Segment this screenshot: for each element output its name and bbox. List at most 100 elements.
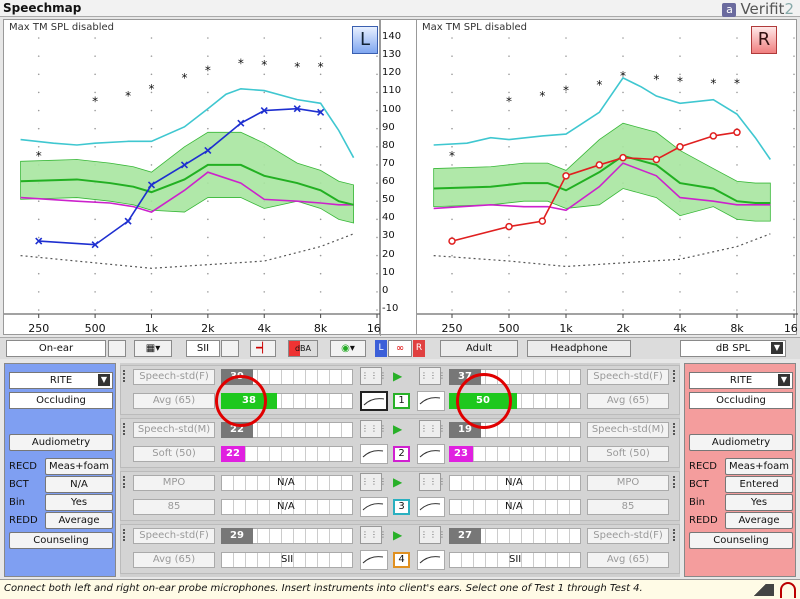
graph-grid-button[interactable]: ▦▾ [134,340,172,357]
right-ear-badge[interactable]: R [751,26,777,54]
left-level-field[interactable]: Soft (50) [133,446,215,462]
right-stimulus-field[interactable]: Speech-std(F) [587,369,669,385]
right-curve-button[interactable] [417,550,445,570]
play-icon[interactable]: ▶ [393,422,403,436]
right-curve-button[interactable] [417,391,445,411]
right-select-button[interactable]: R [413,340,425,357]
right-row-label: Bin [689,497,705,508]
play-icon[interactable]: ▶ [393,369,403,383]
grid-dot [508,309,510,311]
right-row-value[interactable]: Yes [725,494,793,511]
left-select-button[interactable]: L [375,340,387,357]
grid-dot [319,291,322,293]
play-icon[interactable]: ▶ [393,528,403,542]
test-drag-handle[interactable] [673,529,678,541]
transducer-field[interactable]: Headphone [527,340,631,357]
right-row-value[interactable]: Meas+foam [725,458,793,475]
right-row-value[interactable]: Entered [725,476,793,493]
left-edit-button[interactable]: ⋮⋮⋮ [360,473,387,491]
left-edit-button[interactable]: ⋮⋮⋮ [360,526,387,544]
left-curve-button[interactable] [360,497,388,517]
right-edit-button[interactable]: ⋮⋮⋮ [419,367,446,385]
headphone-icon[interactable] [780,582,796,598]
test-drag-handle[interactable] [123,476,128,488]
units-select[interactable]: dB SPL ▼ [680,340,786,357]
test-number-button[interactable]: 2 [393,446,410,462]
left-row-value[interactable]: Average [45,512,113,529]
play-icon[interactable]: ▶ [393,475,403,489]
right-curve-button[interactable] [417,497,445,517]
right-speechmap-chart[interactable]: 250 500 1k 2k 4k 8k 16k * * * * * * * * * * Max TM SPL d… [416,19,800,335]
grid-dot [793,127,795,130]
left-ear-badge[interactable]: L [352,26,378,54]
left-row-value[interactable]: Meas+foam [45,458,113,475]
left-curve-button[interactable] [360,550,388,570]
scale-toggle[interactable] [221,340,239,357]
left-edit-button[interactable]: ⋮⋮⋮ [360,367,387,385]
left-edit-button[interactable]: ⋮⋮⋮ [360,420,387,438]
right-stimulus-field[interactable]: Speech-std(F) [587,528,669,544]
test-number-button[interactable]: 1 [393,393,410,409]
left-speechmap-chart[interactable]: 250 500 1k 2k 4k 8k 16k * * * * * * * * * * Max TM SPL d… [3,19,388,335]
grid-dot [793,73,795,76]
left-top-meter [221,422,353,438]
right-level-field[interactable]: 85 [587,499,669,515]
left-stimulus-field[interactable]: MPO [133,475,215,491]
aided-marker-o [562,172,570,180]
right-row-value[interactable]: Average [725,512,793,529]
left-curve-button[interactable] [360,391,388,411]
left-level-field[interactable]: Avg (65) [133,552,215,568]
link-ears-button[interactable]: ∞ [388,340,412,357]
grid-dot [622,37,624,39]
right-stimulus-field[interactable]: MPO [587,475,669,491]
left-counseling-button[interactable]: Counseling [9,532,113,549]
left-stimulus-field[interactable]: Speech-std(F) [133,528,215,544]
left-row-value[interactable]: Yes [45,494,113,511]
left-style-select[interactable]: RITE ▼ [9,372,113,389]
test-number-button[interactable]: 3 [393,499,410,515]
right-curve-button[interactable] [417,444,445,464]
test-number-button[interactable]: 4 [393,552,410,568]
right-edit-button[interactable]: ⋮⋮⋮ [419,526,446,544]
age-field[interactable]: Adult [440,340,518,357]
right-level-field[interactable]: Avg (65) [587,552,669,568]
right-edit-button[interactable]: ⋮⋮⋮ [419,473,446,491]
right-counseling-button[interactable]: Counseling [689,532,793,549]
left-level-field[interactable]: 85 [133,499,215,515]
left-audiometry-button[interactable]: Audiometry [9,434,113,451]
right-audiometry-button[interactable]: Audiometry [689,434,793,451]
scale-select[interactable]: SII [186,340,220,357]
right-style-select[interactable]: RITE ▼ [689,372,793,389]
right-level-field[interactable]: Avg (65) [587,393,669,409]
right-level-field[interactable]: Soft (50) [587,446,669,462]
dba-button[interactable]: dBA [288,340,318,357]
right-edit-button[interactable]: ⋮⋮⋮ [419,420,446,438]
left-stimulus-field[interactable]: Speech-std(M) [133,422,215,438]
left-curve-button[interactable] [360,444,388,464]
probe-button[interactable]: ━▏ [250,340,276,357]
left-level-field[interactable]: Avg (65) [133,393,215,409]
grid-dot [508,254,510,257]
mode-select[interactable]: On-ear [6,340,106,357]
test-drag-handle[interactable] [123,370,128,382]
curve-icon [362,450,384,458]
right-fitting-select[interactable]: Occluding [689,392,793,409]
ucl-star-marker: * [318,60,324,74]
right-stimulus-field[interactable]: Speech-std(M) [587,422,669,438]
aided-marker-o [619,153,627,162]
grid-dot [451,109,453,112]
test-drag-handle[interactable] [673,476,678,488]
test-drag-handle[interactable] [123,529,128,541]
ucl-star-marker: * [238,56,244,70]
test-drag-handle[interactable] [123,423,128,435]
left-row-value[interactable]: N/A [45,476,113,493]
mode-toggle[interactable] [108,340,126,357]
left-fitting-select[interactable]: Occluding [9,392,113,409]
curve-icon [362,503,384,511]
left-stimulus-field[interactable]: Speech-std(F) [133,369,215,385]
test-drag-handle[interactable] [673,423,678,435]
noise-button[interactable]: ◉▾ [330,340,366,357]
test-drag-handle[interactable] [673,370,678,382]
grid-dot [508,91,510,94]
ucl-star-marker: * [710,76,716,90]
